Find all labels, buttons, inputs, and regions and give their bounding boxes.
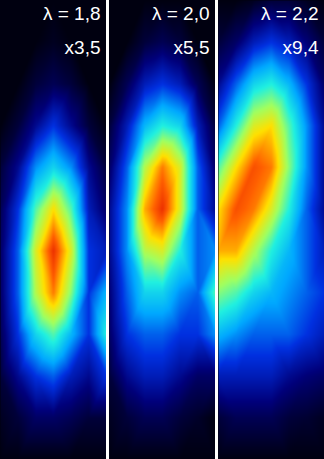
svg-text:λ = 2,2: λ = 2,2 bbox=[261, 3, 319, 24]
svg-text:λ = 2,0: λ = 2,0 bbox=[152, 3, 210, 24]
svg-text:x5,5: x5,5 bbox=[174, 37, 210, 58]
svg-text:x3,5: x3,5 bbox=[65, 37, 101, 58]
svg-text:λ = 1,8: λ = 1,8 bbox=[43, 3, 101, 24]
svg-text:x9,4: x9,4 bbox=[283, 37, 319, 58]
